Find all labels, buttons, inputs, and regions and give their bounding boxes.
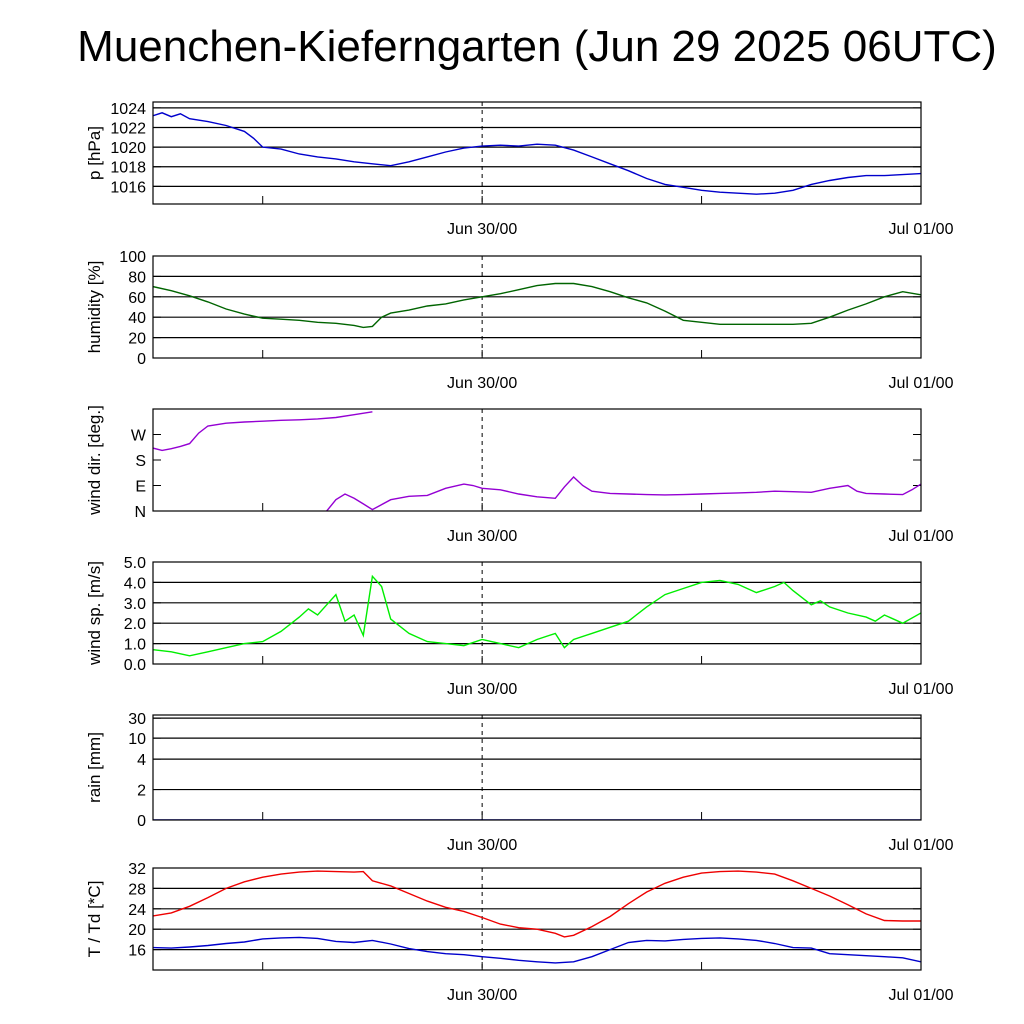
y-tick-label: 30 <box>128 711 146 728</box>
y-tick-label: 2 <box>137 783 146 800</box>
y-axis-title: T / Td [*C] <box>85 881 104 958</box>
y-tick-label: 1.0 <box>124 637 146 654</box>
x-tick-label: Jun 30/00 <box>447 987 517 1004</box>
wind_speed-series-line <box>153 574 921 657</box>
y-axis-title: p [hPa] <box>85 126 104 180</box>
x-tick-label: Jul 01/00 <box>889 987 954 1004</box>
y-tick-label: 5.0 <box>124 555 146 572</box>
x-tick-label: Jun 30/00 <box>447 837 517 854</box>
x-tick-label: Jun 30/00 <box>447 528 517 545</box>
y-tick-label: 2.0 <box>124 616 146 633</box>
plot-frame <box>152 867 922 971</box>
x-tick-label: Jul 01/00 <box>889 528 954 545</box>
x-tick-label: Jun 30/00 <box>447 375 517 392</box>
y-tick-label: 1020 <box>110 140 146 157</box>
y-tick-label: 20 <box>128 922 146 939</box>
humidity-series-line <box>153 282 921 329</box>
x-tick-label: Jul 01/00 <box>889 837 954 854</box>
y-tick-label: 1022 <box>110 121 146 138</box>
y-tick-label: W <box>131 428 147 445</box>
y-tick-label: 28 <box>128 881 146 898</box>
y-axis-title: rain [mm] <box>85 732 104 803</box>
y-tick-label: 4 <box>137 752 146 769</box>
wind_direction-series-line <box>153 411 373 452</box>
y-tick-label: 40 <box>128 310 146 327</box>
x-tick-label: Jun 30/00 <box>447 681 517 698</box>
y-tick-label: 4.0 <box>124 575 146 592</box>
y-axis-title: wind sp. [m/s] <box>85 561 104 666</box>
y-tick-label: 0.0 <box>124 657 146 674</box>
y-axis-title: wind dir. [deg.] <box>85 405 104 516</box>
x-tick-label: Jul 01/00 <box>889 681 954 698</box>
temperature-series-line <box>153 870 921 938</box>
plot-frame <box>152 255 922 359</box>
x-tick-label: Jun 30/00 <box>447 221 517 238</box>
y-tick-label: 1016 <box>110 179 146 196</box>
plot-frame <box>152 101 922 205</box>
y-tick-label: 0 <box>137 351 146 368</box>
y-tick-label: 1024 <box>110 101 146 118</box>
y-tick-label: 20 <box>128 331 146 348</box>
y-tick-label: 100 <box>119 249 146 266</box>
page-title: Muenchen-Kieferngarten (Jun 29 2025 06UT… <box>77 22 997 71</box>
y-tick-label: 3.0 <box>124 596 146 613</box>
y-tick-label: 16 <box>128 943 146 960</box>
wind_direction-series-line <box>326 476 921 511</box>
y-tick-label: 32 <box>128 861 146 878</box>
plot-frame <box>152 408 922 512</box>
y-tick-label: E <box>135 479 146 496</box>
x-tick-label: Jul 01/00 <box>889 221 954 238</box>
y-axis-title: humidity [%] <box>85 261 104 354</box>
x-tick-label: Jul 01/00 <box>889 375 954 392</box>
y-tick-label: S <box>135 453 146 470</box>
plot-frame <box>152 714 922 821</box>
temperature-series-line <box>153 936 921 964</box>
plot-frame <box>152 561 922 665</box>
y-tick-label: 10 <box>128 731 146 748</box>
y-tick-label: 24 <box>128 902 146 919</box>
y-tick-label: N <box>134 504 146 521</box>
pressure-series-line <box>153 112 921 195</box>
y-tick-label: 80 <box>128 269 146 286</box>
y-tick-label: 0 <box>137 813 146 830</box>
y-tick-label: 60 <box>128 290 146 307</box>
y-tick-label: 1018 <box>110 160 146 177</box>
